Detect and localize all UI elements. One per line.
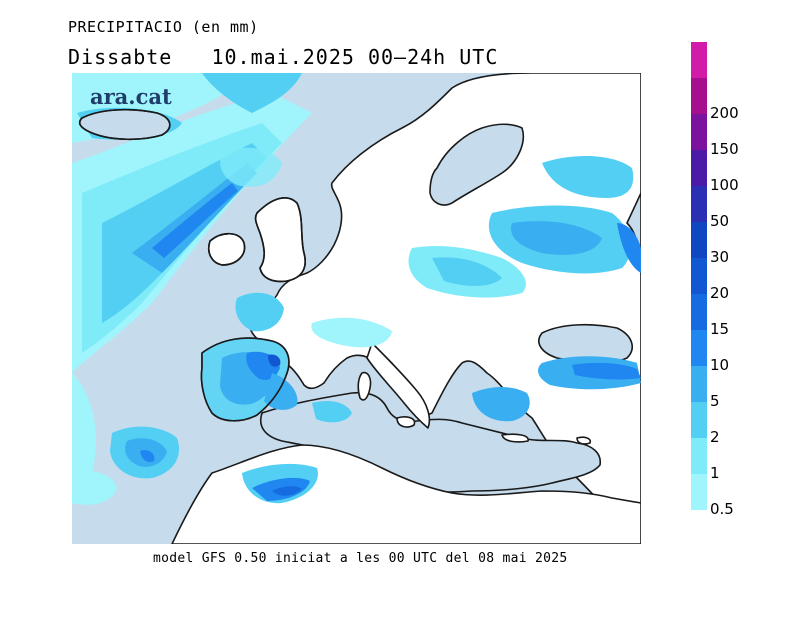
legend-label: 30: [710, 248, 730, 266]
legend-swatch: [691, 222, 707, 258]
legend-swatch: [691, 294, 707, 330]
precipitation-map: ara.cat: [72, 73, 641, 544]
legend-swatch: [691, 366, 707, 402]
coastline: [78, 108, 306, 422]
map-canvas: [72, 73, 641, 544]
map-subtitle: Dissabte 10.mai.2025 00‒24h UTC: [68, 45, 499, 69]
legend-swatch: [691, 438, 707, 474]
legend-swatch: [691, 42, 707, 78]
map-title: PRECIPITACIO (en mm): [68, 18, 259, 36]
legend-swatch: [691, 258, 707, 294]
legend-label: 5: [710, 392, 720, 410]
legend-label: 20: [710, 284, 730, 302]
legend-label: 2: [710, 428, 720, 446]
legend-label: 100: [710, 176, 739, 194]
legend-swatch: [691, 330, 707, 366]
legend-swatch: [691, 186, 707, 222]
aracat-logo: ara.cat: [90, 84, 172, 109]
legend-label: 200: [710, 104, 739, 122]
model-footer: model GFS 0.50 iniciat a les 00 UTC del …: [153, 551, 568, 566]
legend-swatch: [691, 114, 707, 150]
legend-label: 50: [710, 212, 730, 230]
legend-swatch: [691, 474, 707, 510]
legend-label: 150: [710, 140, 739, 158]
legend-label: 1: [710, 464, 720, 482]
legend-swatch: [691, 402, 707, 438]
legend-label: 0.5: [710, 500, 734, 518]
legend-swatch: [691, 78, 707, 114]
legend-label: 15: [710, 320, 730, 338]
legend-label: 10: [710, 356, 730, 374]
legend-swatch: [691, 150, 707, 186]
precip-land: [72, 147, 641, 505]
